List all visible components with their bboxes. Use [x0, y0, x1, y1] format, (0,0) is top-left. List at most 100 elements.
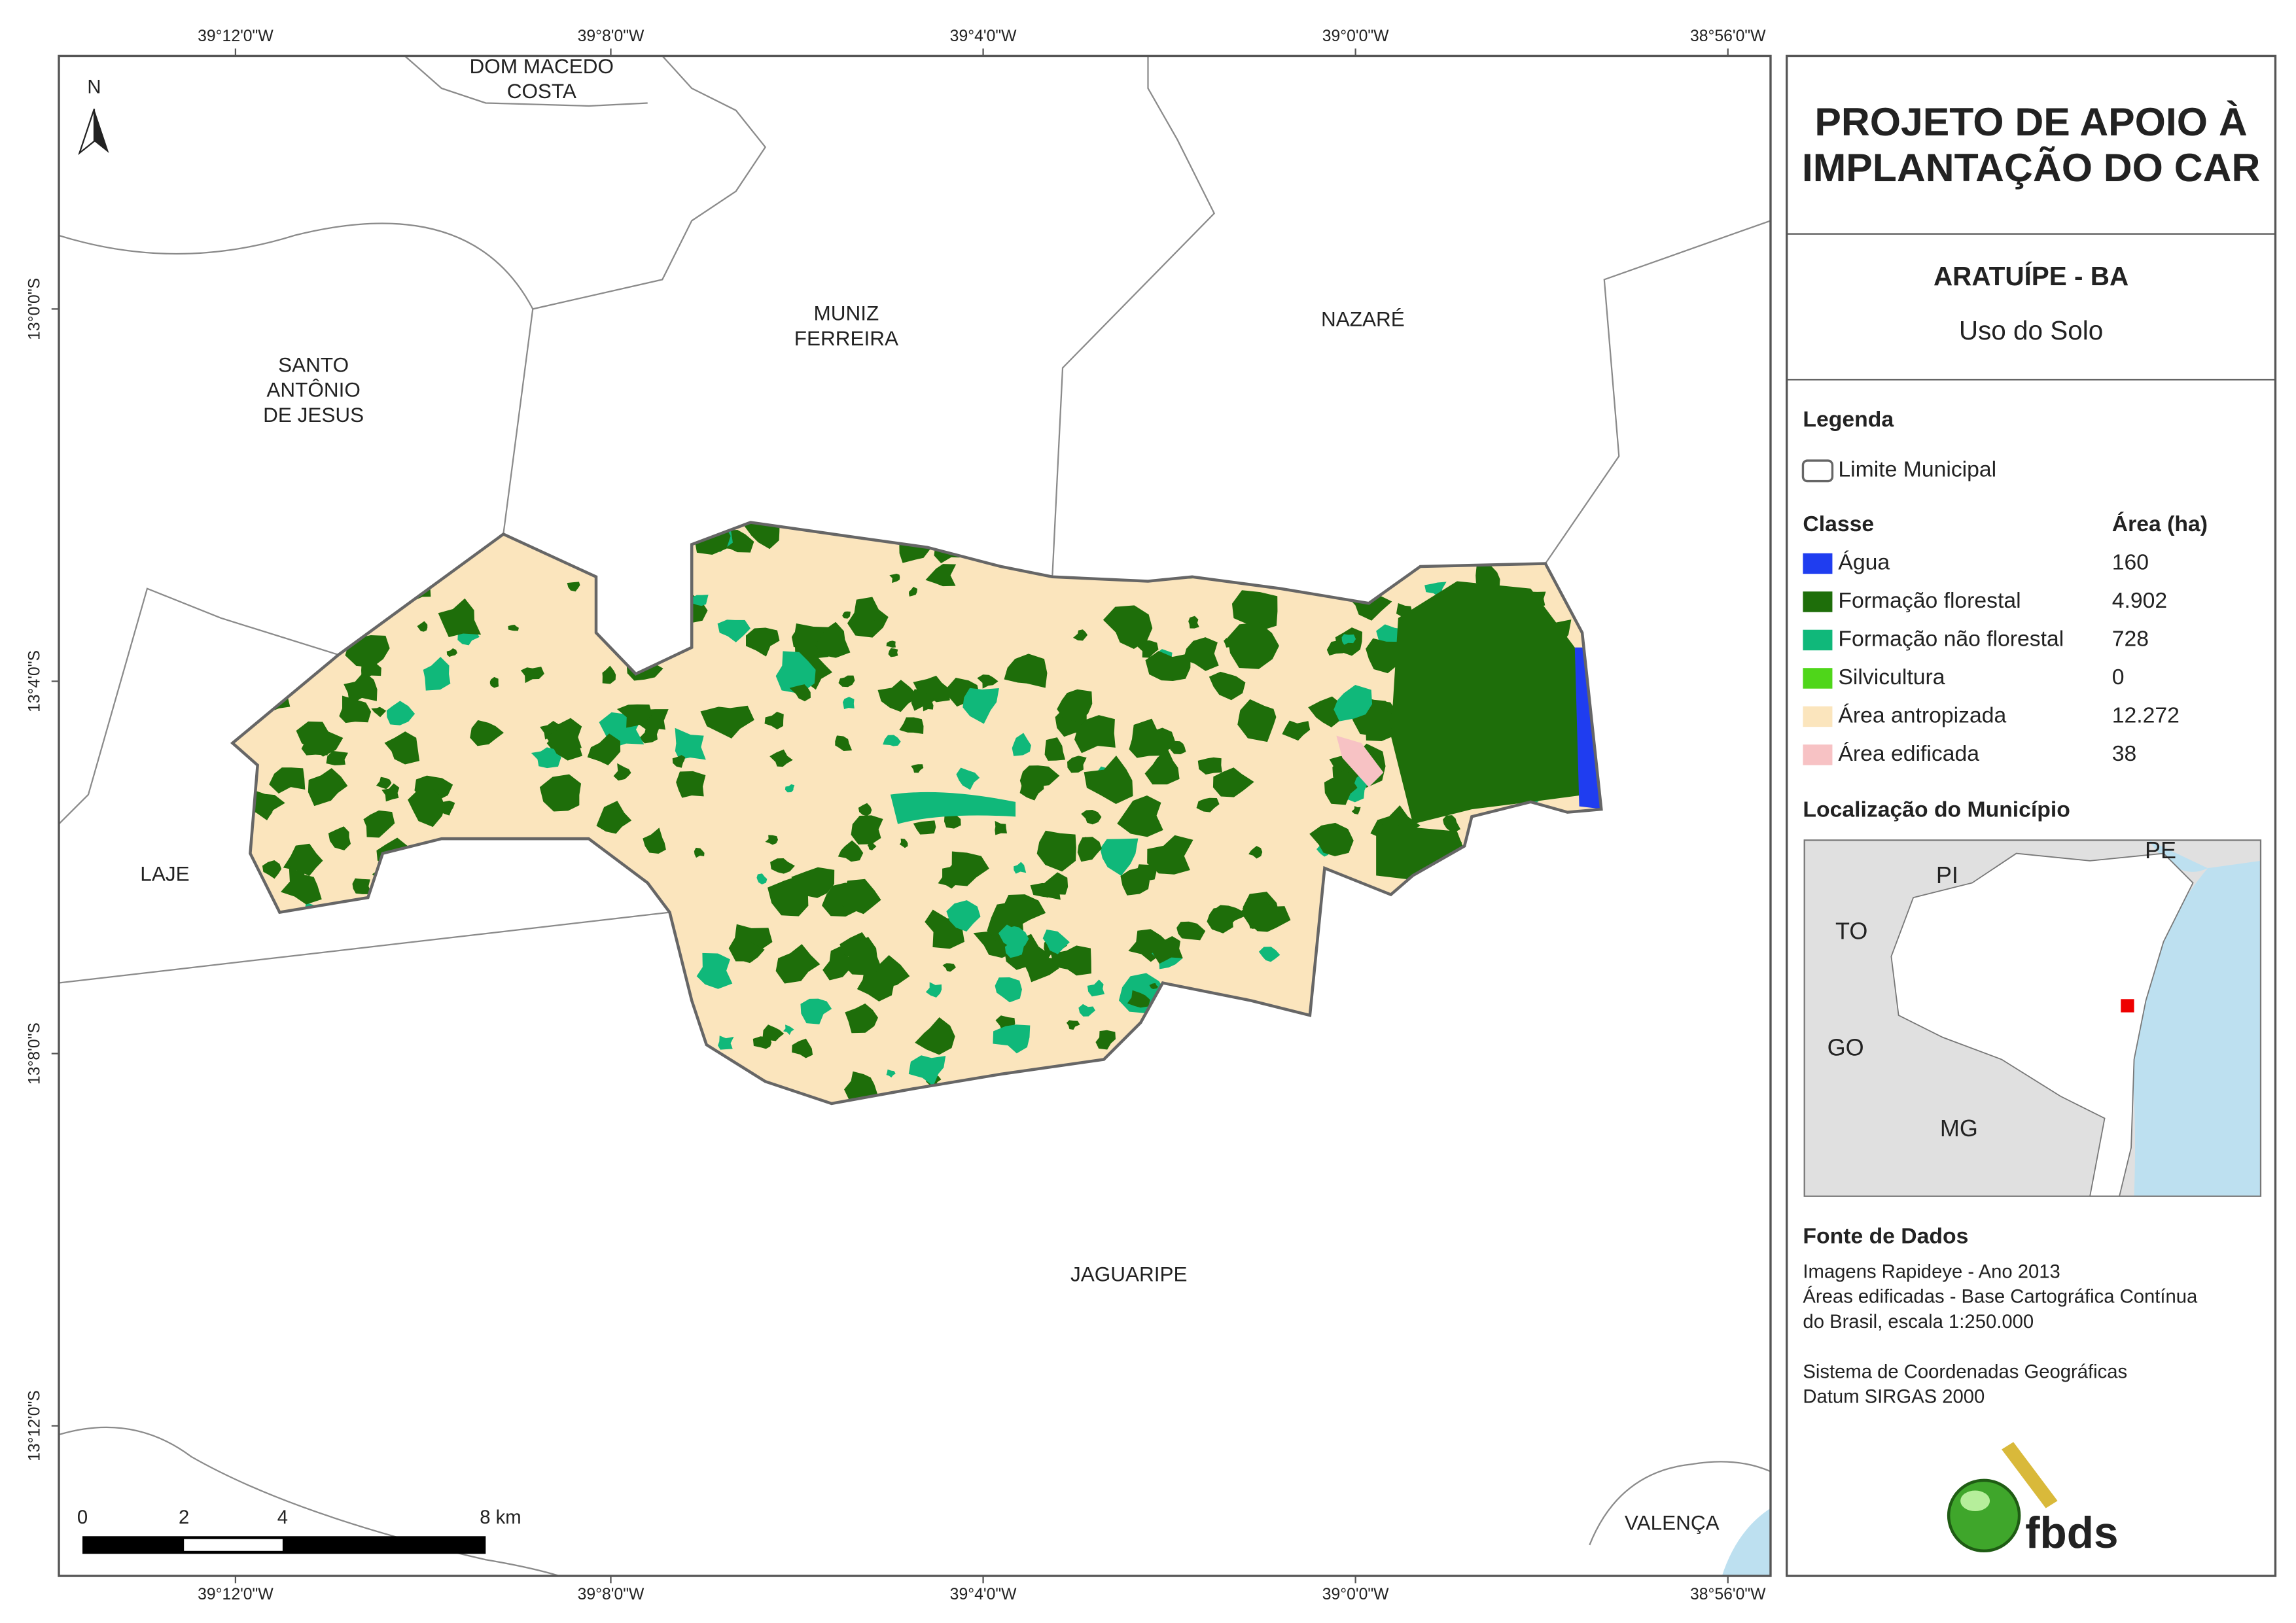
scale-label: 8 km: [480, 1507, 521, 1528]
land-use-patch: [616, 704, 652, 728]
land-use-patch: [735, 937, 765, 964]
land-use-patch: [1039, 872, 1069, 898]
logo-highlight: [1960, 1490, 1990, 1512]
coord-label: 39°0'0"W: [1322, 27, 1389, 45]
boundary-line: [1544, 220, 1771, 565]
land-use-patch: [851, 815, 883, 845]
boundary-line: [1051, 56, 1216, 577]
land-use-patch: [1282, 720, 1311, 741]
legend-class: Silvicultura: [1838, 665, 1945, 689]
graticule-ticks: [51, 48, 1729, 1584]
land-use-patch: [446, 648, 457, 657]
coord-label: 39°8'0"W: [578, 27, 645, 45]
land-use-patch: [913, 675, 950, 703]
land-use-patch: [1248, 846, 1263, 859]
land-use-patch: [423, 657, 451, 691]
place-label: ANTÔNIO: [266, 378, 360, 402]
land-use-patch: [835, 735, 853, 752]
coord-label: 13°4'0"S: [26, 650, 44, 712]
land-use-patch: [718, 1036, 734, 1050]
land-use-patch: [696, 952, 733, 989]
coord-label: 39°4'0"W: [950, 27, 1017, 45]
land-use-patch: [822, 944, 860, 981]
land-use-patch: [296, 721, 344, 757]
land-use-patch: [789, 684, 811, 702]
land-use-patch: [942, 963, 956, 972]
locator-state: [1890, 852, 2194, 1196]
land-use-patch: [308, 768, 348, 807]
land-use-patch: [1176, 921, 1206, 941]
land-use-patch: [1095, 1030, 1116, 1050]
place-label: COSTA: [507, 79, 576, 103]
land-use-patch: [717, 620, 751, 642]
land-use-patch: [842, 611, 851, 619]
land-use-patch: [946, 900, 981, 932]
land-use-patch: [1074, 715, 1116, 754]
land-use-patch: [1004, 654, 1048, 688]
source-line: Datum SIRGAS 2000: [1803, 1387, 1985, 1408]
land-use-patch: [889, 574, 900, 584]
area-header: Área (ha): [2112, 512, 2208, 536]
locator-ocean: [2131, 840, 2261, 1196]
land-use-patch: [1209, 671, 1246, 701]
boundary-line: [404, 56, 648, 107]
land-use-patch: [993, 1024, 1031, 1054]
legend-class: Área edificada: [1838, 741, 1979, 766]
municipality-boundary: [230, 521, 1603, 1106]
land-use-patch: [339, 695, 372, 724]
place-label: DE JESUS: [263, 403, 364, 427]
locator-label: TO: [1835, 918, 1867, 945]
land-use-patch: [262, 860, 282, 879]
legend-swatch: [1803, 706, 1833, 727]
land-use-patch: [1103, 605, 1153, 649]
place-label: JAGUARIPE: [1070, 1262, 1187, 1285]
land-use-patch: [1207, 907, 1233, 934]
land-use-patch: [764, 711, 784, 729]
land-use-patch: [546, 728, 583, 761]
legend-class: Formação florestal: [1838, 588, 2021, 613]
land-use-patch: [384, 731, 420, 765]
land-use-patch: [857, 955, 910, 988]
land-use-patch: [899, 717, 924, 734]
nonforest-band: [890, 792, 1016, 824]
scale-label: 2: [179, 1507, 189, 1528]
land-use-patch: [938, 866, 960, 889]
land-use-patch: [886, 640, 896, 648]
legend-area: 4.902: [2112, 588, 2167, 613]
land-use-patch: [520, 667, 544, 684]
land-use-patch: [908, 1055, 946, 1087]
land-use-patch: [785, 784, 795, 793]
land-use-patch: [691, 595, 709, 606]
land-use-patch: [1036, 830, 1076, 872]
land-use-patch: [1019, 774, 1044, 801]
land-use-patch: [1326, 640, 1346, 656]
land-use-patch: [326, 750, 348, 765]
land-use-patch: [911, 689, 936, 711]
land-use-patch: [1067, 756, 1087, 773]
land-use-patch: [845, 1003, 878, 1034]
panel-title: IMPLANTAÇÃO DO CAR: [1802, 145, 2260, 190]
land-use-patch: [883, 735, 901, 746]
land-use-patch: [1351, 806, 1361, 814]
land-use-patch: [470, 720, 504, 746]
land-use-patch: [376, 777, 392, 790]
land-use-patch: [1087, 979, 1105, 997]
locator-title: Localização do Município: [1803, 797, 2070, 822]
land-use-patch: [1364, 708, 1395, 741]
land-use-patch: [417, 621, 428, 632]
land-use-patch: [925, 564, 957, 587]
land-use-patch: [800, 998, 832, 1024]
coord-label: 38°56'0"W: [1690, 27, 1766, 45]
place-label: VALENÇA: [1625, 1511, 1720, 1535]
place-label: NAZARÉ: [1321, 307, 1405, 331]
scale-label: 0: [77, 1507, 88, 1528]
side-panel: [1786, 54, 2277, 1577]
land-use-patch: [1149, 983, 1159, 989]
land-use-patch: [391, 710, 401, 720]
boundary-label: Limite Municipal: [1838, 457, 1996, 482]
logo: [1947, 1442, 2058, 1553]
legend-class: Formação não florestal: [1838, 626, 2064, 651]
legend-swatch: [1803, 591, 1833, 612]
place-label: DOM MACEDO: [470, 54, 614, 78]
land-use-patch: [344, 671, 378, 705]
